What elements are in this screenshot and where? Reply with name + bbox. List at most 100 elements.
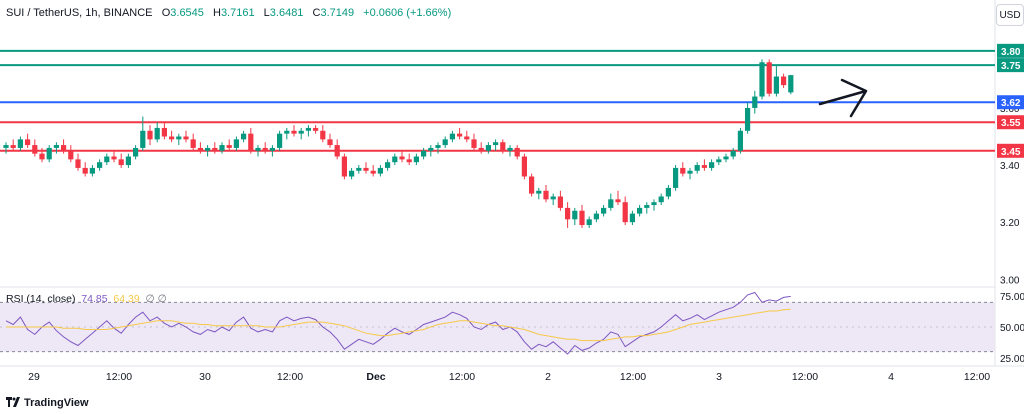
- candle: [773, 65, 779, 97]
- candle: [104, 153, 110, 166]
- candle: [10, 139, 16, 151]
- price-tick-label: 3.00: [1000, 275, 1020, 286]
- level-tag-label: 3.62: [1001, 98, 1021, 109]
- candle-body: [262, 147, 268, 151]
- candle: [39, 147, 45, 163]
- candle-body: [248, 133, 254, 151]
- candle: [334, 139, 340, 160]
- rsi-title[interactable]: RSI (14, close): [6, 293, 76, 305]
- candle-body: [673, 167, 679, 188]
- candle: [161, 122, 167, 140]
- candle: [651, 199, 657, 211]
- candle: [629, 210, 635, 226]
- candle: [694, 162, 700, 174]
- time-tick-label: 30: [199, 371, 211, 383]
- candle-body: [291, 130, 297, 134]
- candle: [392, 153, 398, 166]
- candle: [622, 196, 628, 226]
- candles: [3, 59, 794, 228]
- candle-body: [493, 142, 499, 146]
- candle-body: [241, 133, 247, 140]
- candle-body: [53, 145, 59, 148]
- candle-body: [507, 147, 513, 151]
- currency-button[interactable]: USD: [996, 4, 1024, 26]
- low-label: L: [263, 7, 270, 19]
- time-tick-label: 12:00: [106, 371, 132, 383]
- candle-body: [723, 156, 729, 160]
- candle: [464, 130, 470, 143]
- candle-body: [219, 145, 225, 151]
- candle: [572, 207, 578, 226]
- candle: [658, 193, 664, 206]
- candle-body: [341, 156, 347, 177]
- candle: [25, 133, 31, 148]
- candle: [82, 162, 88, 177]
- candle: [471, 133, 477, 151]
- symbol-name[interactable]: SUI / TetherUS, 1h, BINANCE: [6, 7, 153, 19]
- candle: [478, 142, 484, 154]
- candle: [536, 187, 542, 200]
- candle: [766, 59, 772, 97]
- candle-body: [399, 156, 405, 160]
- price-tick-label: 3.60: [1000, 104, 1020, 115]
- candle: [709, 159, 715, 171]
- candle-body: [421, 150, 427, 157]
- high-label: H: [212, 7, 221, 19]
- symbol-header: SUI / TetherUS, 1h, BINANCE O3.6545 H3.7…: [6, 7, 457, 19]
- candle: [140, 116, 146, 151]
- open-label: O: [161, 7, 171, 19]
- candle-body: [680, 167, 686, 174]
- candle: [406, 153, 412, 166]
- candle-body: [298, 130, 304, 134]
- candle-body: [25, 139, 31, 146]
- candle-body: [464, 136, 470, 140]
- candle-body: [111, 156, 117, 160]
- candle: [586, 216, 592, 228]
- candle-body: [320, 130, 326, 140]
- candle-body: [529, 176, 535, 194]
- candle: [68, 145, 74, 163]
- candle: [305, 125, 311, 137]
- candle-body: [118, 159, 124, 166]
- candle: [53, 142, 59, 154]
- candle: [313, 125, 319, 134]
- candle-body: [377, 167, 383, 174]
- candle-body: [449, 133, 455, 140]
- time-tick-label: 29: [28, 371, 40, 383]
- candle-body: [284, 130, 290, 134]
- open-value: 3.6545: [170, 7, 204, 19]
- tradingview-logo[interactable]: TradingView: [6, 397, 89, 409]
- candle-body: [154, 127, 160, 140]
- candle-body: [183, 136, 189, 140]
- candle-body: [75, 159, 81, 168]
- candle: [413, 153, 419, 166]
- candle-body: [637, 207, 643, 214]
- candle: [601, 205, 607, 217]
- candle: [327, 133, 333, 148]
- candle: [680, 162, 686, 177]
- candle-body: [435, 145, 441, 148]
- candle-body: [255, 147, 261, 151]
- candle-body: [442, 139, 448, 146]
- time-tick-label: 4: [888, 371, 894, 383]
- candle-body: [687, 170, 693, 174]
- candle-body: [579, 210, 585, 226]
- candle: [125, 153, 131, 168]
- candle: [277, 130, 283, 151]
- candle: [399, 150, 405, 163]
- candle: [442, 136, 448, 148]
- low-value: 3.6481: [269, 7, 304, 19]
- rsi-tick-label: 75.00: [1000, 292, 1024, 303]
- candle-body: [514, 147, 520, 157]
- candle: [507, 145, 513, 157]
- candle-body: [46, 147, 52, 160]
- candle: [377, 165, 383, 177]
- time-tick-label: 12:00: [620, 371, 646, 383]
- candle: [356, 165, 362, 174]
- candle-body: [147, 130, 153, 140]
- candle-body: [61, 145, 67, 151]
- candle: [133, 145, 139, 160]
- rsi-header: RSI (14, close) 74.85 64.39 ∅ ∅: [6, 293, 167, 305]
- rsi-value: 74.85: [81, 293, 108, 305]
- candle-body: [478, 147, 484, 151]
